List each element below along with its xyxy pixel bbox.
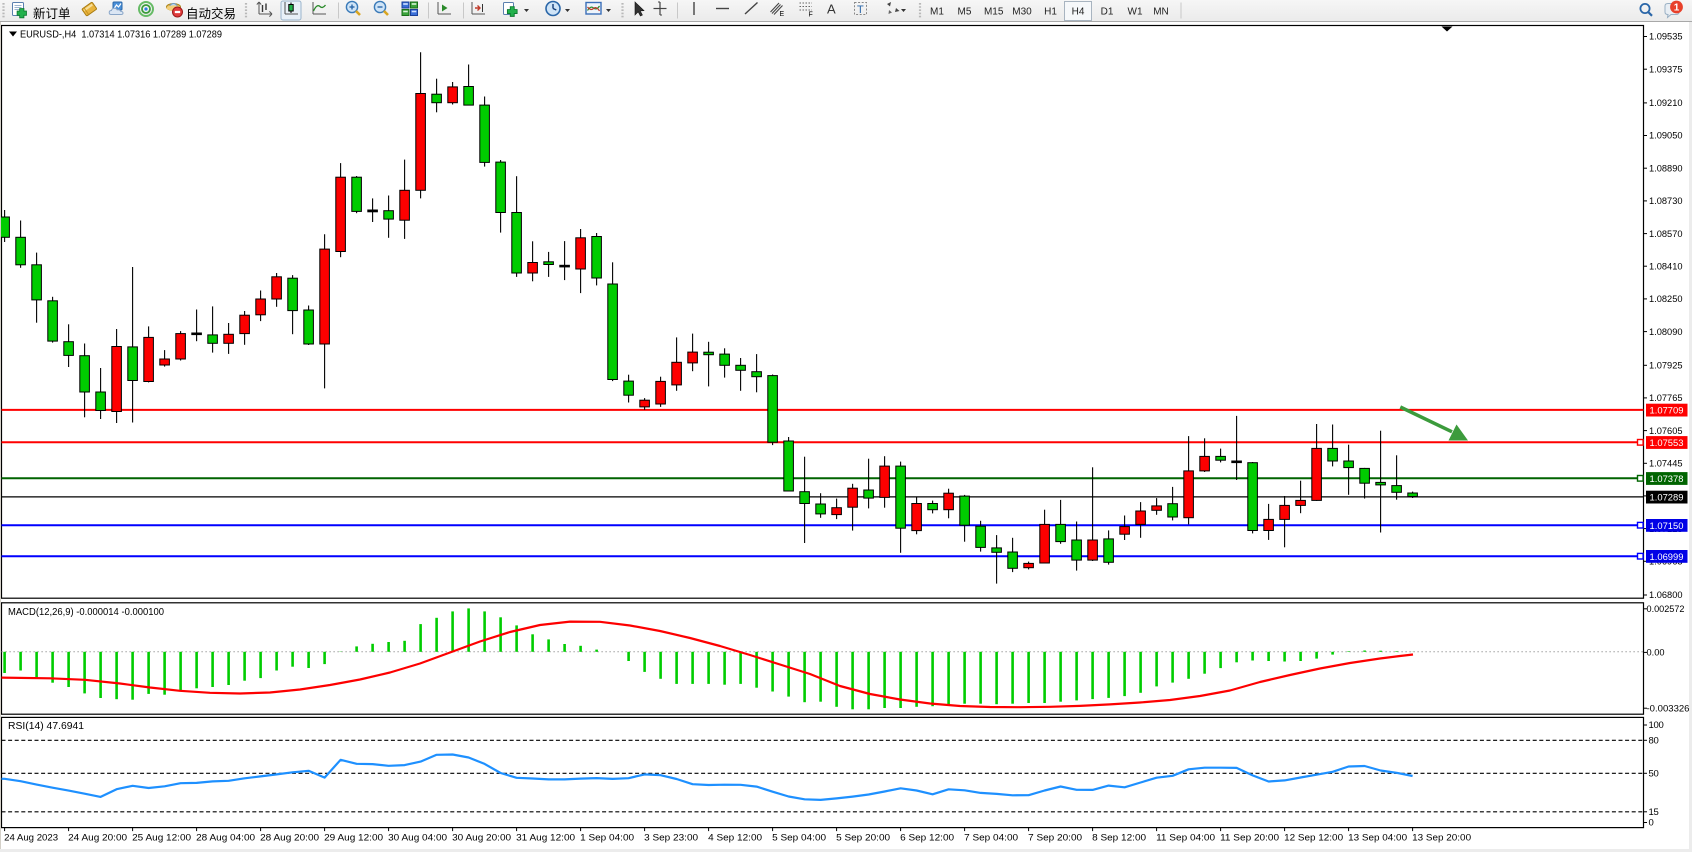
svg-text:0: 0	[1649, 818, 1654, 829]
svg-text:8 Sep 12:00: 8 Sep 12:00	[1092, 833, 1146, 844]
svg-text:M1: M1	[930, 7, 944, 18]
svg-text:28 Aug 20:00: 28 Aug 20:00	[260, 833, 319, 844]
svg-text:24 Aug 2023: 24 Aug 2023	[4, 833, 58, 844]
svg-text:1.07765: 1.07765	[1649, 393, 1683, 404]
svg-text:1.09210: 1.09210	[1649, 98, 1683, 109]
svg-text:29 Aug 12:00: 29 Aug 12:00	[324, 833, 383, 844]
svg-text:F: F	[809, 12, 813, 19]
svg-text:1.08250: 1.08250	[1649, 294, 1683, 305]
svg-text:0.002572: 0.002572	[1647, 604, 1685, 615]
svg-text:1.07378: 1.07378	[1650, 474, 1684, 485]
svg-text:M15: M15	[984, 7, 1004, 18]
svg-text:M30: M30	[1012, 7, 1032, 18]
svg-text:31 Aug 12:00: 31 Aug 12:00	[516, 833, 575, 844]
svg-text:1.07709: 1.07709	[1650, 406, 1684, 417]
svg-text:3 Sep 23:00: 3 Sep 23:00	[644, 833, 698, 844]
svg-text:1.07445: 1.07445	[1649, 459, 1683, 470]
svg-text:1.08090: 1.08090	[1649, 327, 1683, 338]
svg-text:E: E	[780, 11, 785, 18]
svg-text:D1: D1	[1101, 7, 1114, 18]
svg-text:1: 1	[1674, 3, 1680, 14]
svg-text:5 Sep 04:00: 5 Sep 04:00	[772, 833, 826, 844]
svg-text:12 Sep 12:00: 12 Sep 12:00	[1284, 833, 1343, 844]
svg-text:T: T	[857, 4, 864, 16]
svg-text:1.08890: 1.08890	[1649, 163, 1683, 174]
svg-text:1 Sep 04:00: 1 Sep 04:00	[580, 833, 634, 844]
svg-text:1.07289: 1.07289	[1650, 493, 1684, 504]
svg-text:M5: M5	[958, 7, 972, 18]
svg-text:5 Sep 20:00: 5 Sep 20:00	[836, 833, 890, 844]
svg-text:W1: W1	[1128, 7, 1143, 18]
svg-text:100: 100	[1649, 720, 1664, 731]
svg-text:H4: H4	[1072, 7, 1085, 18]
svg-text:EURUSD-,H4 1.07314 1.07316 1.: EURUSD-,H4 1.07314 1.07316 1.07289 1.072…	[20, 29, 222, 41]
svg-text:1.09535: 1.09535	[1649, 32, 1683, 43]
svg-text:4 Sep 12:00: 4 Sep 12:00	[708, 833, 762, 844]
svg-text:13 Sep 04:00: 13 Sep 04:00	[1348, 833, 1407, 844]
svg-text:50: 50	[1649, 769, 1659, 780]
svg-text:11 Sep 04:00: 11 Sep 04:00	[1156, 833, 1215, 844]
svg-text:H1: H1	[1044, 7, 1057, 18]
svg-text:1.08730: 1.08730	[1649, 196, 1683, 207]
svg-text:1.08570: 1.08570	[1649, 229, 1683, 240]
svg-text:24 Aug 20:00: 24 Aug 20:00	[68, 833, 127, 844]
svg-text:7 Sep 04:00: 7 Sep 04:00	[964, 833, 1018, 844]
svg-text:1.06800: 1.06800	[1649, 590, 1683, 601]
svg-text:1.07150: 1.07150	[1650, 521, 1684, 532]
svg-text:1.09375: 1.09375	[1649, 64, 1683, 75]
svg-text:1.08410: 1.08410	[1649, 261, 1683, 272]
svg-text:1.09050: 1.09050	[1649, 131, 1683, 142]
svg-text:1.07925: 1.07925	[1649, 361, 1683, 372]
svg-text:25 Aug 12:00: 25 Aug 12:00	[132, 833, 191, 844]
svg-text:30 Aug 04:00: 30 Aug 04:00	[388, 833, 447, 844]
svg-text:1.07553: 1.07553	[1650, 438, 1684, 449]
svg-text:-0.003326: -0.003326	[1647, 703, 1690, 714]
svg-text:7 Sep 20:00: 7 Sep 20:00	[1028, 833, 1082, 844]
svg-text:1.07605: 1.07605	[1649, 426, 1683, 437]
svg-text:1.06999: 1.06999	[1650, 552, 1684, 563]
svg-text:15: 15	[1649, 807, 1659, 818]
svg-text:A: A	[827, 2, 836, 17]
svg-text:28 Aug 04:00: 28 Aug 04:00	[196, 833, 255, 844]
svg-text:80: 80	[1649, 736, 1659, 747]
svg-text:MN: MN	[1153, 7, 1169, 18]
svg-text:30 Aug 20:00: 30 Aug 20:00	[452, 833, 511, 844]
svg-text:RSI(14) 47.6941: RSI(14) 47.6941	[8, 721, 84, 732]
svg-text:13 Sep 20:00: 13 Sep 20:00	[1412, 833, 1471, 844]
svg-text:11 Sep 20:00: 11 Sep 20:00	[1220, 833, 1279, 844]
svg-text:6 Sep 12:00: 6 Sep 12:00	[900, 833, 954, 844]
svg-text:MACD(12,26,9) -0.000014 -0.000: MACD(12,26,9) -0.000014 -0.000100	[8, 607, 164, 618]
svg-text:0.00: 0.00	[1647, 648, 1665, 659]
